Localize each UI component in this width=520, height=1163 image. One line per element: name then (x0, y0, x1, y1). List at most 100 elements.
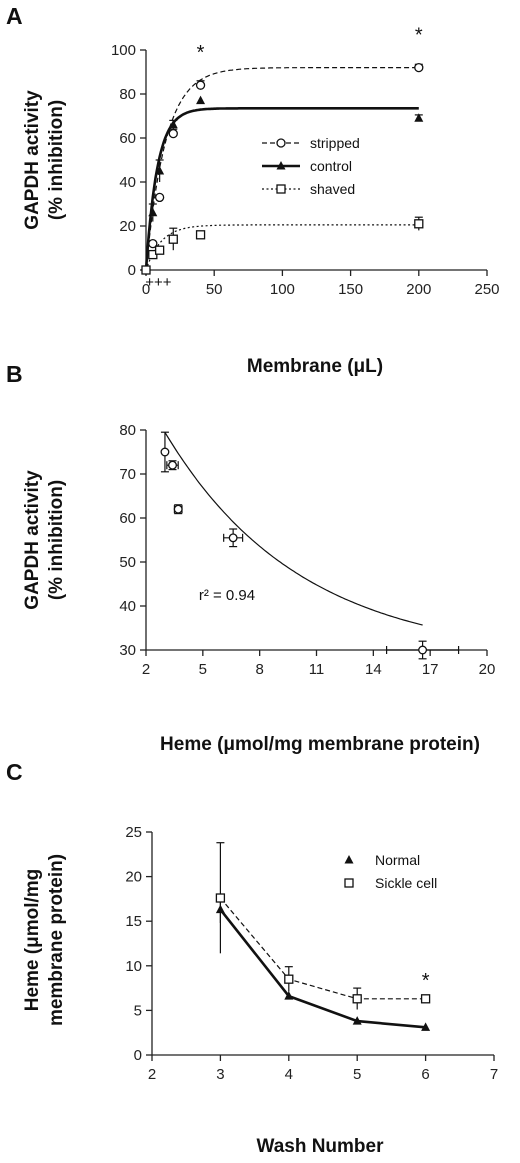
panel-b-plot: 30 40 50 60 70 80 2 5 8 11 14 17 20 r² = 0.94 (119, 422, 495, 678)
series-normal-point (284, 991, 294, 1000)
legend-sickle-cell-label: Sickle cell (375, 875, 437, 891)
panel-a-xlabel: Membrane (μL) (247, 356, 383, 377)
panel-a-x-tick-label: 200 (406, 281, 431, 298)
series-sickle-cell-point (284, 974, 294, 984)
panel-a-x-tick-label: 150 (338, 281, 363, 298)
panel-c-x-tick-label: 4 (285, 1066, 293, 1083)
panel-a-x-tick-label: 250 (474, 281, 499, 298)
panel-a-ylabel-line1: GAPDH activity (22, 90, 43, 230)
panel-a-y-tick-label: 40 (119, 174, 136, 191)
panel-c-legend: Normal Sickle cell (344, 852, 437, 891)
panel-c-ylabel-line2: membrane protein) (46, 854, 67, 1026)
panel-a-y-tick-label: 20 (119, 218, 136, 235)
series-normal-point (352, 1016, 362, 1025)
legend-shaved-label: shaved (310, 181, 355, 197)
legend-sickle-cell-marker (344, 878, 354, 888)
panel-b-x-tick-label: 5 (199, 661, 207, 678)
panel-a-x-tick-label: 100 (270, 281, 295, 298)
panel-b-y-tick-label: 80 (119, 422, 136, 439)
data-point (160, 447, 170, 457)
series-shaved-point (154, 245, 165, 255)
series-stripped-point (154, 192, 165, 203)
panel-a-plot: 0 20 40 60 80 100 0 50 100 150 200 250 stripped contr… (111, 25, 500, 298)
panel-b-y-tick-label: 70 (119, 466, 136, 483)
significance-star: * (415, 25, 423, 47)
panel-b: B 30 40 50 60 70 80 2 5 8 11 14 17 20 r² = 0.94 GAPDH… (6, 361, 495, 755)
series-normal-line (219, 908, 426, 1029)
panel-c-x-tick-label: 2 (148, 1066, 156, 1083)
panel-a-y-tick-label: 0 (128, 262, 136, 279)
panel-c-x-tick-label: 7 (490, 1066, 498, 1083)
fit-curve (164, 431, 423, 626)
panel-a-y-tick-label: 60 (119, 130, 136, 147)
panel-a-x-tick-label: 0 (142, 281, 150, 298)
panel-a-label: A (6, 3, 23, 29)
panel-c-ylabel: Heme (μmol/mg membrane protein) (22, 854, 67, 1026)
panel-c-y-tick-label: 0 (134, 1047, 142, 1064)
panel-b-ylabel: GAPDH activity (% inhibition) (22, 470, 67, 610)
legend-stripped-marker (276, 138, 286, 148)
series-stripped-point (168, 128, 178, 139)
legend-stripped-label: stripped (310, 135, 360, 151)
panel-b-label: B (6, 361, 23, 387)
legend-normal-label: Normal (375, 852, 420, 868)
significance-star: * (197, 42, 205, 64)
series-shaved-point (195, 230, 206, 240)
panel-c-y-tick-label: 25 (125, 824, 142, 841)
panel-c: C 0 5 10 15 20 25 2 3 4 5 6 7 Normal Sickle cell * Hem… (6, 759, 498, 1157)
series-control-fit-line (144, 107, 419, 271)
legend-normal-marker (344, 855, 354, 864)
panel-b-y-tick-label: 40 (119, 598, 136, 615)
series-sickle-cell-point (215, 893, 226, 903)
panel-c-plot: 0 5 10 15 20 25 2 3 4 5 6 7 Normal Sickle cell * (125, 824, 498, 1083)
panel-b-xlabel: Heme (μmol/mg membrane protein) (160, 734, 480, 755)
series-sickle-cell-line (219, 897, 426, 1000)
series-stripped-fit-line (145, 67, 419, 271)
panel-b-x-tick-label: 14 (365, 661, 382, 678)
series-control-point (196, 95, 206, 105)
data-point (168, 460, 177, 470)
legend-control-marker (276, 161, 286, 170)
panel-a: A 0 20 40 60 80 100 0 50 100 150 200 250 stripped con… (6, 3, 500, 377)
panel-a-legend: stripped control shaved (262, 135, 360, 197)
significance-star: * (422, 970, 430, 992)
series-shaved-point (141, 265, 151, 275)
panel-a-y-tick-label: 80 (119, 86, 136, 103)
series-shaved-fit-line (145, 224, 419, 271)
panel-a-y-tick-label: 100 (111, 42, 136, 59)
data-point (173, 504, 183, 514)
panel-b-x-tick-label: 2 (142, 661, 150, 678)
panel-c-y-tick-label: 5 (134, 1002, 142, 1019)
panel-b-y-tick-label: 50 (119, 554, 136, 571)
series-shaved-point (168, 234, 178, 244)
panel-b-y-tick-label: 60 (119, 510, 136, 527)
panel-c-y-tick-label: 20 (125, 869, 142, 886)
panel-a-x-tick-label: 50 (206, 281, 223, 298)
panel-b-x-tick-label: 8 (255, 661, 263, 678)
data-point (418, 645, 428, 655)
panel-b-ylabel-line1: GAPDH activity (22, 470, 43, 610)
data-point (228, 533, 238, 543)
series-sickle-cell-point (420, 994, 431, 1004)
legend-control-label: control (310, 158, 352, 174)
r-squared-label: r² = 0.94 (199, 587, 255, 604)
significance-plus-marks: +++ (145, 274, 172, 291)
panel-b-x-tick-label: 11 (309, 661, 325, 678)
series-shaved-point (414, 219, 424, 229)
series-normal-point (421, 1022, 431, 1031)
panel-b-y-tick-label: 30 (119, 642, 136, 659)
panel-b-ylabel-line2: (% inhibition) (46, 480, 67, 600)
panel-c-ylabel-line1: Heme (μmol/mg (22, 869, 43, 1012)
panel-c-y-tick-label: 10 (125, 958, 142, 975)
panel-c-x-tick-label: 3 (216, 1066, 224, 1083)
panel-a-ylabel-line2: (% inhibition) (46, 100, 67, 220)
series-control-point (414, 113, 424, 122)
panel-b-x-tick-label: 20 (479, 661, 496, 678)
panel-a-ylabel: GAPDH activity (% inhibition) (22, 90, 67, 230)
series-control-point (155, 166, 165, 175)
series-control-point (148, 207, 158, 217)
panel-b-x-tick-label: 17 (422, 661, 439, 678)
panel-c-x-tick-label: 6 (421, 1066, 429, 1083)
panel-c-xlabel: Wash Number (256, 1136, 384, 1157)
